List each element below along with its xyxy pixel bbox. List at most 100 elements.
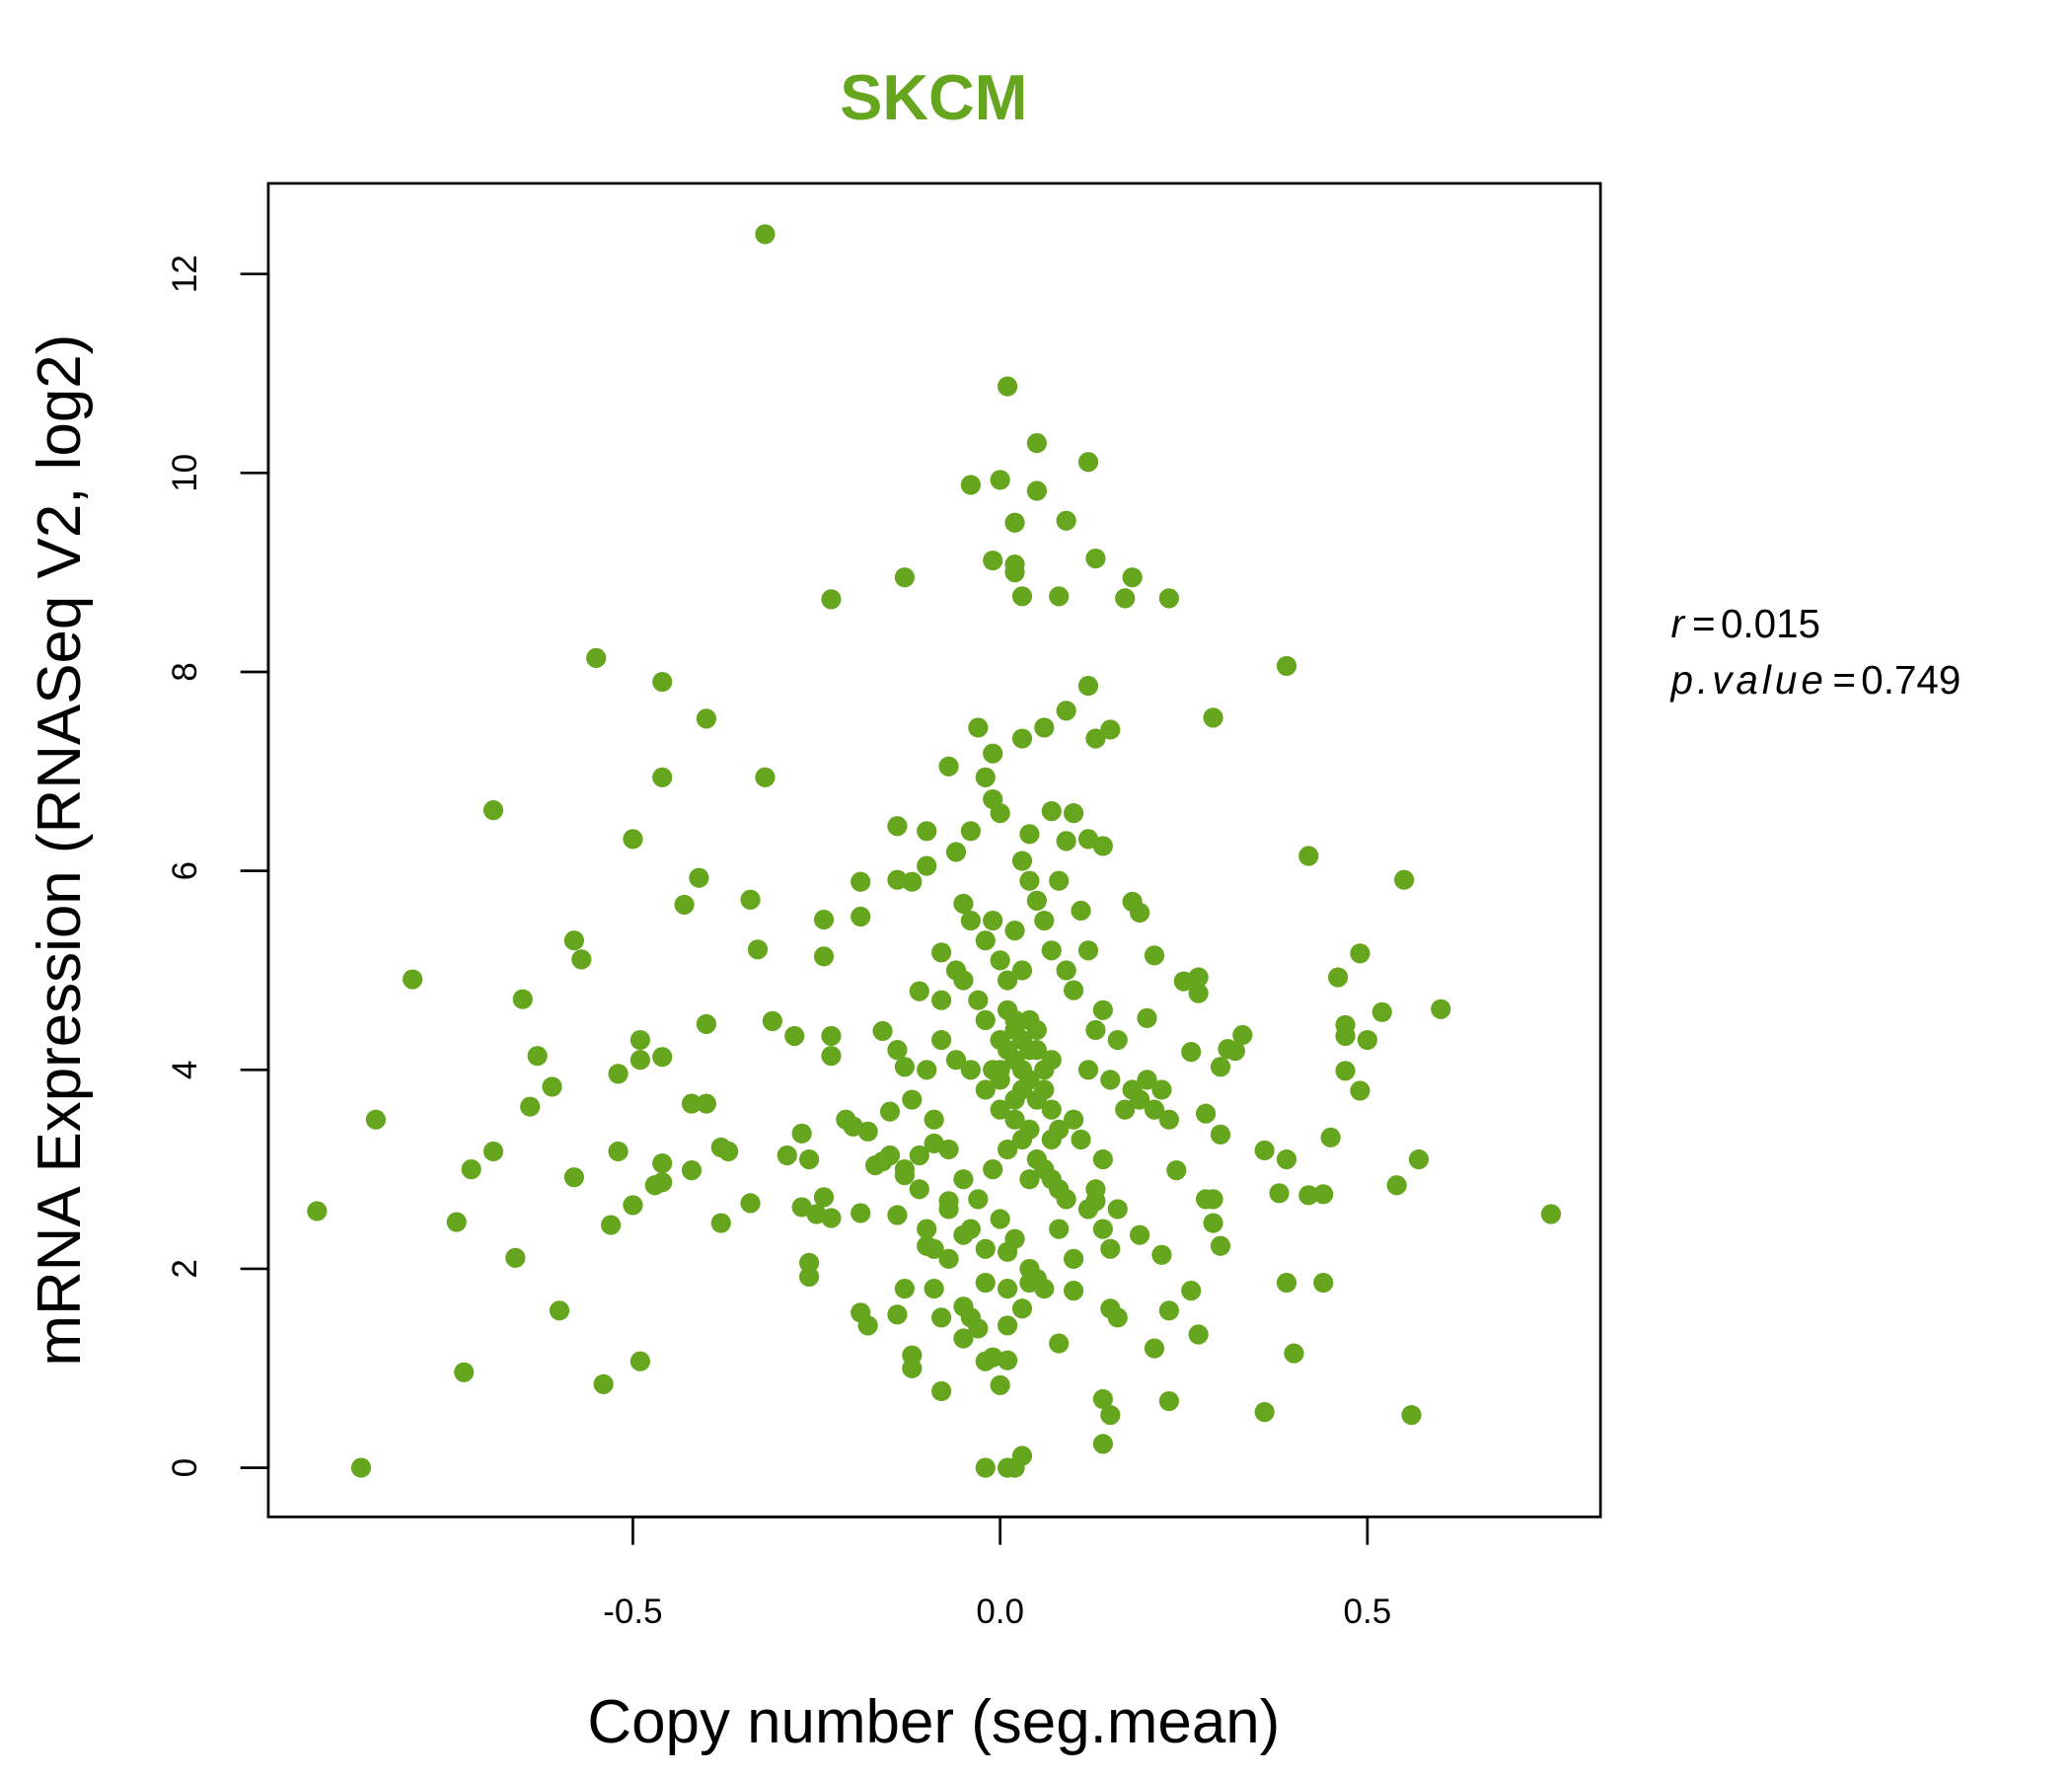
data-point [1107,1029,1128,1051]
data-point [1129,1224,1150,1245]
data-point [652,1172,673,1193]
data-point [1298,846,1319,866]
data-point [917,1060,937,1080]
p-label: p.value [1669,657,1826,703]
data-point [1049,1333,1070,1354]
data-point [968,1189,989,1210]
data-point [623,829,643,850]
data-point [924,1279,944,1299]
data-point [446,1212,467,1232]
data-point [917,855,937,876]
data-point [1026,1089,1047,1110]
data-point [1144,945,1165,966]
data-point [593,1373,614,1394]
data-point [938,756,959,777]
data-point [762,1010,782,1031]
data-point [821,1208,842,1228]
data-point [403,969,423,990]
data-point [975,1079,996,1100]
data-point [710,1213,731,1233]
data-point [968,990,989,1010]
data-point [1056,831,1076,851]
data-point [1092,836,1113,856]
data-point [1335,1061,1356,1081]
data-point [1232,1024,1253,1046]
data-point [960,910,981,931]
data-point [1540,1204,1562,1224]
data-point [681,1160,703,1181]
r-label: r [1670,601,1685,646]
data-point [975,1009,996,1030]
data-point [887,816,908,837]
data-point [799,1266,820,1288]
data-point [1158,588,1179,609]
data-point [674,894,695,916]
data-point [990,1099,1010,1120]
data-point [909,1179,929,1200]
data-point [1129,902,1150,924]
data-point [851,1203,871,1223]
data-point [945,1050,967,1071]
data-point [1011,1298,1033,1319]
data-point [1049,586,1070,607]
data-point [512,989,533,1009]
data-point [983,910,1003,931]
data-point [990,470,1010,490]
data-point [938,1199,959,1220]
data-point [652,1152,673,1174]
data-point [1115,1099,1136,1120]
data-point [629,1029,650,1051]
data-point [1129,1089,1150,1110]
data-point [1092,1434,1113,1454]
data-point [1092,1148,1113,1170]
data-point [968,717,989,738]
data-point [608,1141,629,1162]
data-point [1254,1402,1275,1423]
data-point [998,970,1018,991]
r-value: 0.015 [1721,601,1820,646]
data-point [482,1141,504,1162]
data-point [975,1238,996,1259]
data-point [1188,967,1209,988]
data-point [953,1169,974,1190]
data-point [799,1252,820,1273]
data-point [990,803,1010,824]
data-point [740,1193,761,1214]
data-point [902,1089,923,1110]
data-point [791,1123,812,1144]
data-point [975,1272,996,1294]
data-point [1077,940,1099,961]
data-point [1401,1405,1422,1426]
data-point [1004,562,1025,583]
data-point [1077,676,1099,697]
y-axis: 0 2 4 6 8 10 12 [166,255,270,1477]
data-point [755,224,776,245]
data-point [1077,452,1099,473]
data-point [1327,967,1349,988]
y-tick-label: 0 [166,1458,204,1477]
data-point [520,1096,541,1117]
data-point [975,930,996,951]
data-point [1210,1057,1231,1077]
data-point [1276,655,1297,677]
data-point [902,871,923,892]
data-point [998,1350,1018,1370]
data-point [894,1279,915,1299]
data-point [1100,719,1121,740]
data-point [1254,1140,1275,1161]
y-tick-label: 12 [166,255,204,293]
data-point [1019,1169,1040,1190]
data-point [549,1300,570,1321]
data-point [1004,512,1025,533]
data-point [894,1057,915,1077]
data-point [953,1328,974,1349]
data-point [1056,960,1076,981]
data-point [813,909,835,930]
data-point [924,1238,944,1259]
data-point [542,1076,562,1097]
data-point [1085,1019,1106,1041]
data-point [998,376,1018,397]
y-tick-label: 8 [166,662,204,681]
data-point [1203,707,1223,728]
data-point [1313,1184,1334,1205]
